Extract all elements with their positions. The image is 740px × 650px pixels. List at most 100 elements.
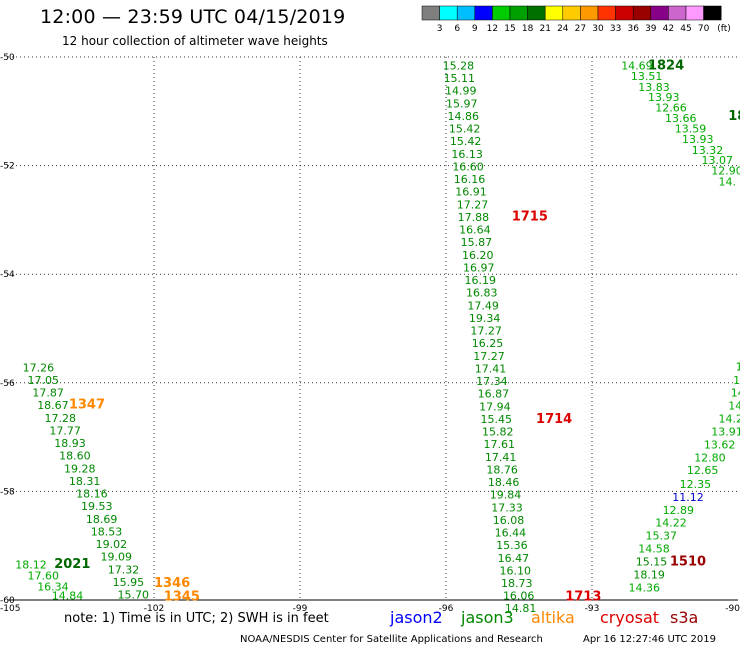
wave-height-value: 16.16	[454, 173, 486, 186]
wave-height-value: 16.19	[464, 274, 496, 287]
pass-time-label: 1824	[648, 59, 684, 74]
wave-height-value: 14.69	[621, 60, 653, 73]
y-tick-label: -60	[0, 596, 15, 606]
wave-height-value: 17.60	[27, 570, 59, 583]
wave-height-value: 15.28	[443, 60, 475, 73]
wave-height-value: 14.22	[655, 516, 687, 529]
x-tick-label: -90	[725, 604, 740, 614]
wave-height-value: 17.26	[23, 362, 54, 375]
wave-height-value: 15.36	[496, 539, 528, 552]
legend-swatch	[580, 5, 599, 21]
wave-height-value: 16.20	[462, 249, 494, 262]
wave-height-value: 17.77	[49, 425, 81, 438]
legend-swatch	[439, 5, 458, 21]
legend-label: 9	[472, 24, 478, 34]
legend-swatch	[544, 5, 564, 21]
pass-time-label: 1713	[565, 590, 601, 605]
wave-height-value: 12.90	[711, 164, 740, 177]
legend-swatch	[456, 5, 476, 21]
legend-label: 42	[663, 24, 674, 34]
wave-height-value: 15.45	[481, 413, 513, 426]
wave-height-value: 13.91	[711, 426, 740, 439]
wave-height-value: 17.34	[476, 375, 508, 388]
footer-credit: NOAA/NESDIS Center for Satellite Applica…	[240, 634, 543, 645]
wave-height-tracks: 15.2815.1114.9915.9714.8615.4215.4216.13…	[15, 60, 740, 615]
x-tick-label: -102	[144, 604, 164, 614]
x-tick-label: -99	[293, 604, 308, 614]
wave-height-value: 13.07	[702, 154, 734, 167]
wave-height-value: 19.02	[96, 538, 128, 551]
wave-height-value: 13.59	[675, 123, 707, 136]
wave-height-value: 16.06	[503, 590, 535, 603]
wave-height-value: 18.19	[633, 568, 665, 581]
wave-height-value: 17.61	[483, 438, 515, 451]
wave-height-value: 14.28	[719, 413, 740, 426]
map-grid	[8, 56, 738, 601]
wave-height-value: 13.62	[704, 439, 736, 452]
x-tick-label: -96	[439, 604, 454, 614]
wave-height-value: 16.97	[463, 262, 495, 275]
legend-swatch	[632, 5, 652, 21]
wave-height-value: 18.67	[37, 399, 68, 412]
wave-height-value: 17.27	[457, 199, 489, 212]
wave-height-value: 12.	[733, 374, 740, 387]
pass-time-label: 1715	[512, 210, 548, 225]
pass-time-label: 1347	[69, 397, 105, 412]
wave-height-value: 15.15	[636, 555, 668, 568]
wave-height-value: 14.26	[728, 400, 740, 413]
y-tick-label: -52	[0, 162, 15, 172]
wave-height-value: 17.41	[485, 451, 517, 464]
satellite-legend-cryosat: cryosat	[600, 608, 660, 627]
wave-height-value: 11.12	[672, 491, 704, 504]
pass-time-label: 182	[728, 109, 740, 124]
wave-height-value: 13.93	[648, 91, 680, 104]
legend-label: 45	[680, 24, 691, 34]
wave-height-value: 19.84	[490, 489, 522, 502]
wave-height-value: 18.53	[91, 526, 123, 539]
satellite-legend-jason3: jason3	[461, 608, 514, 627]
units-note: note: 1) Time is in UTC; 2) SWH is in fe…	[64, 611, 329, 626]
wave-height-value: 15.11	[444, 72, 476, 85]
x-tick-label: -105	[0, 604, 20, 614]
wave-height-value: 17.33	[491, 502, 523, 515]
chart-subtitle: 12 hour collection of altimeter wave hei…	[62, 34, 328, 48]
wave-height-value: 17.05	[27, 374, 59, 387]
legend-swatch	[668, 5, 687, 21]
legend-label: 24	[557, 24, 569, 34]
wave-height-value: 18.12	[15, 559, 47, 572]
legend-swatch	[597, 5, 616, 21]
wave-height-value: 19.53	[81, 500, 113, 513]
wave-height-value: 12.80	[694, 452, 726, 465]
legend-swatch	[509, 5, 528, 21]
wave-height-value: 17.49	[467, 300, 499, 313]
wave-height-value: 18.69	[86, 513, 118, 526]
wave-height-value: 16.13	[451, 148, 483, 161]
x-tick-label: -93	[585, 604, 600, 614]
legend-swatch	[615, 5, 634, 21]
wave-height-value: 14.86	[447, 110, 479, 123]
wave-height-value: 16.87	[478, 388, 510, 401]
satellite-legend-jason2: jason2	[390, 608, 443, 627]
legend-swatch	[421, 5, 440, 21]
legend-swatch	[474, 5, 493, 21]
footer-timestamp: Apr 16 12:27:46 UTC 2019	[583, 634, 716, 645]
wave-height-value: 12.89	[663, 504, 695, 517]
wave-height-value: 13.51	[631, 70, 663, 83]
legend-unit: (ft)	[717, 24, 731, 34]
y-tick-label: -58	[0, 487, 15, 497]
wave-height-value: 17.88	[458, 211, 490, 224]
legend-label: 30	[592, 24, 604, 34]
wave-height-value: 13.93	[682, 133, 714, 146]
legend-swatch	[492, 5, 511, 21]
wave-height-value: 17.41	[475, 363, 507, 376]
wave-height-value: 15.95	[113, 576, 145, 589]
legend-swatch	[527, 5, 546, 21]
wave-height-value: 16.83	[466, 287, 498, 300]
legend-label: 18	[522, 24, 534, 34]
wave-height-value: 17.87	[32, 387, 64, 400]
wave-height-value: 16.44	[495, 527, 526, 540]
wave-height-value: 17.27	[473, 350, 505, 363]
chart-title: 12:00 — 23:59 UTC 04/15/2019	[40, 6, 346, 28]
wave-height-value: 17.94	[479, 401, 511, 414]
